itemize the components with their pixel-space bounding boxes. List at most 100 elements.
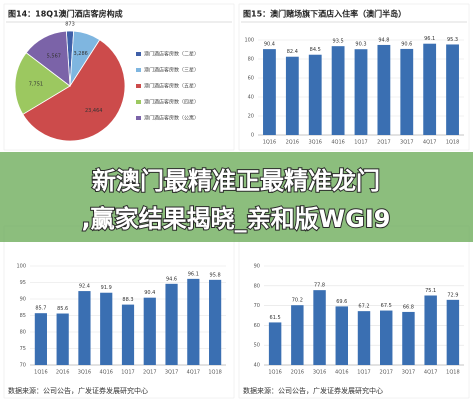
bar — [34, 313, 47, 365]
y-tick-label: 75 — [20, 346, 26, 352]
y-tick-label: 60 — [248, 76, 254, 82]
x-tick-label: 3Q16 — [308, 140, 321, 146]
x-tick-label: 2Q16 — [286, 140, 299, 146]
bar-value-label: 84.5 — [310, 47, 321, 53]
bar-value-label: 66.8 — [403, 304, 414, 310]
legend-swatch — [136, 68, 141, 72]
pie-slice — [25, 30, 71, 87]
y-tick-label: 50 — [254, 343, 260, 349]
legend-swatch — [136, 100, 141, 104]
bar — [291, 305, 304, 365]
bar-value-label: 61.5 — [270, 315, 281, 321]
bar-value-label: 72.9 — [447, 292, 458, 298]
x-tick-label: 1Q16 — [34, 370, 47, 376]
slice-label: 873 — [65, 22, 75, 28]
bar-value-label: 77.8 — [314, 283, 325, 289]
bar — [308, 54, 322, 135]
y-tick-label: 80 — [20, 330, 26, 336]
bar — [187, 278, 200, 365]
bar — [165, 283, 178, 365]
banner-band — [0, 152, 473, 242]
banner-text: ,赢家结果揭晓_亲和版WGI9 — [82, 205, 391, 233]
bar — [402, 311, 415, 365]
bar-value-label: 82.4 — [287, 49, 298, 55]
y-tick-label: 20 — [248, 114, 254, 120]
y-tick-label: 80 — [248, 57, 254, 63]
legend-label: 澳门酒店客房数（二星） — [144, 51, 199, 58]
bar — [268, 322, 282, 365]
bar — [78, 291, 91, 365]
x-tick-label: 3Q17 — [165, 370, 178, 376]
x-tick-label: 2Q17 — [377, 140, 390, 146]
banner-text: 新澳门最精准正最精准龙门 — [92, 167, 380, 195]
slice-label: 3,286 — [74, 51, 88, 57]
x-tick-label: 1Q18 — [208, 370, 221, 376]
y-tick-label: 90 — [254, 264, 260, 270]
bar — [354, 49, 368, 136]
x-tick-label: 3Q17 — [402, 370, 415, 376]
bar-value-label: 91.9 — [101, 285, 112, 291]
bar-value-label: 95.8 — [210, 272, 221, 278]
legend-label: 澳门酒店客房数（五星） — [144, 83, 199, 90]
x-tick-label: 4Q16 — [331, 140, 344, 146]
slice-label: 5,567 — [47, 53, 61, 59]
bar-value-label: 67.5 — [381, 303, 392, 309]
bar-value-label: 92.4 — [79, 284, 90, 290]
x-tick-label: 2Q17 — [379, 370, 392, 376]
bar — [209, 279, 222, 365]
pie-slice — [14, 52, 71, 115]
bar-value-label: 96.1 — [424, 36, 435, 42]
bar-value-label: 85.7 — [35, 306, 46, 312]
legend-label: 澳门酒店客房数（三星） — [144, 67, 199, 74]
y-tick-label: 0 — [251, 133, 254, 139]
x-tick-label: 2Q16 — [56, 370, 69, 376]
bar — [313, 290, 326, 365]
slice-label: 7,751 — [29, 82, 43, 88]
y-tick-label: 85 — [20, 313, 26, 319]
source-note: 数据来源：公司公告，广发证券发展研究中心 — [243, 386, 383, 395]
slice-label: 23,464 — [85, 108, 103, 114]
source-note: 数据来源：公司公告，广发证券发展研究中心 — [8, 386, 148, 395]
bar-value-label: 94.6 — [166, 276, 177, 282]
x-tick-label: 4Q17 — [424, 370, 437, 376]
bar — [446, 44, 459, 136]
x-tick-label: 2Q16 — [291, 370, 304, 376]
bar-value-label: 94.8 — [378, 37, 389, 43]
bar-value-label: 90.4 — [264, 42, 275, 48]
x-tick-label: 4Q17 — [187, 370, 200, 376]
x-tick-label: 1Q17 — [121, 370, 134, 376]
bar-value-label: 90.6 — [401, 41, 412, 47]
x-tick-label: 4Q16 — [335, 370, 348, 376]
bar — [400, 48, 414, 135]
bar-value-label: 75.1 — [425, 288, 436, 294]
y-tick-label: 100 — [16, 264, 26, 270]
bar-value-label: 90.4 — [144, 290, 155, 296]
bar — [423, 43, 437, 135]
bar-value-label: 93.5 — [333, 39, 344, 45]
x-tick-label: 1Q18 — [446, 140, 459, 146]
bar-value-label: 69.6 — [336, 299, 347, 305]
legend-swatch — [136, 116, 141, 120]
y-tick-label: 70 — [254, 303, 260, 309]
chart-title: 图14：18Q1澳门酒店客房构成 — [8, 9, 123, 19]
x-tick-label: 4Q16 — [99, 370, 112, 376]
bar — [121, 304, 135, 365]
x-tick-label: 1Q16 — [268, 370, 281, 376]
bar-value-label: 88.3 — [122, 297, 133, 303]
y-tick-label: 40 — [254, 363, 260, 369]
bar — [56, 313, 69, 365]
y-tick-label: 70 — [20, 363, 26, 369]
bar — [263, 49, 276, 136]
bar — [285, 56, 299, 135]
legend-label: 澳门酒店客房数（四星） — [144, 99, 199, 106]
y-tick-label: 95 — [20, 280, 26, 286]
bar-value-label: 90.3 — [355, 42, 366, 48]
x-tick-label: 1Q18 — [446, 370, 459, 376]
y-tick-label: 100 — [244, 38, 254, 44]
bar — [143, 297, 156, 365]
bar — [380, 310, 393, 365]
bar — [446, 299, 460, 365]
chart-title: 图15：澳门赌场旗下酒店入住率（澳门半岛） — [243, 9, 406, 19]
y-tick-label: 90 — [20, 297, 26, 303]
bar — [335, 306, 348, 365]
